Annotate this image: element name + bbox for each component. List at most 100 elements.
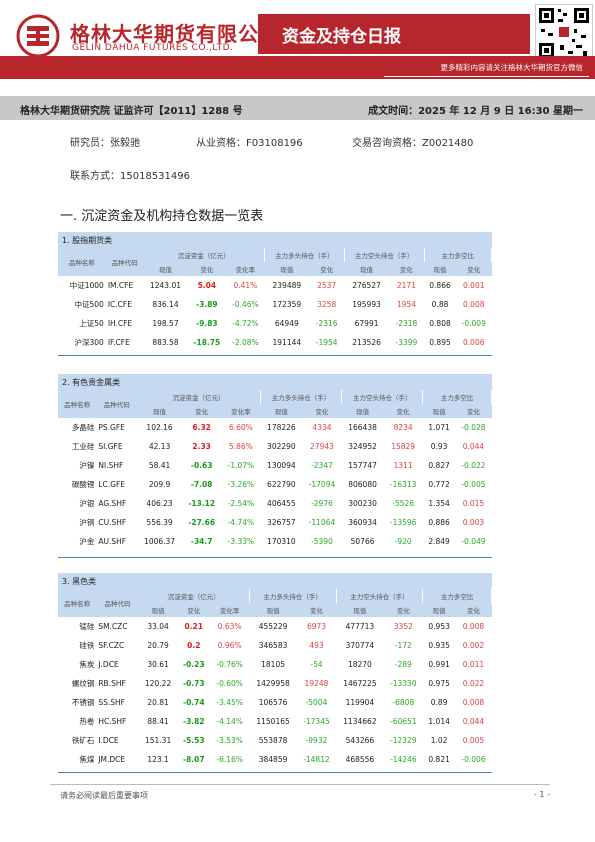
capital-change: -8.07 [177,749,211,769]
variety-name: 硅铁 [58,635,97,655]
variety-name: 碳酸锂 [58,474,97,494]
ls-ratio: 0.88 [424,294,457,314]
subheader-change: 变化 [309,262,345,276]
company-name-en: GELIN DAHUA FUTURES CO.,LTD. [72,43,234,53]
long-position: 106576 [249,692,297,712]
ls-ratio: 0.89 [422,692,456,712]
table-border [58,355,492,356]
long-position: 64949 [264,313,310,333]
subheader-current: 现值 [143,262,188,276]
company-name-cn: 格林大华期货有限公司 [70,22,280,46]
table-row: 不锈钢 SS.SHF 20.81 -0.74 -3.45% 106576 -5004 1199… [58,692,492,712]
header-row: 品种名称 品种代码 沉淀资金（亿元） 主力多头持仓（手） 主力空头持仓（手） 主力多空比 [58,589,492,617]
header-row: 品种名称 品种代码 沉淀资金（亿元） 主力多头持仓（手） 主力空头持仓（手） 主力多空比 [58,390,492,418]
table-row: 中证1000 IM.CFE 1243.01 5.04 0.41% 239489 2537 27… [58,276,492,295]
ls-ratio-change: -0.022 [455,455,492,475]
long-change: -2347 [302,455,342,475]
long-change: 19248 [296,673,337,693]
variety-code: IF.CFE [105,332,144,352]
capital-change: -13.12 [181,493,222,513]
capital-change: -18.75 [187,332,227,352]
capital-change: -0.63 [181,455,222,475]
ls-ratio-change: 0.005 [455,730,492,750]
capital-change-rate: -4.14% [210,711,250,731]
short-position: 166438 [341,418,384,437]
subheader-current: 现值 [341,404,384,418]
ls-ratio: 0.827 [422,455,456,475]
capital-change: 6.32 [181,418,222,437]
capital-change-rate: -1.07% [221,455,261,475]
short-change: -13330 [383,673,423,693]
capital-change: -0.74 [177,692,211,712]
group-header-capital: 沉淀资金（亿元） [138,589,250,603]
subheader-change: 变化 [181,404,222,418]
table-row: 锰硅 SM.CZC 33.04 0.21 0.63% 455229 6973 477713 33… [58,617,492,636]
ls-ratio-change: -0.049 [455,531,492,551]
long-position: 170310 [260,531,303,551]
ls-ratio: 0.975 [422,673,456,693]
table-row: 焦炭 J.DCE 30.61 -0.23 -0.76% 18105 -54 18270 -289… [58,654,492,674]
subheader-change: 变化 [383,404,423,418]
long-change: -5390 [302,531,342,551]
short-position: 360934 [341,512,384,532]
subheader-current: 现值 [424,262,457,276]
col-code-header: 品种代码 [96,390,138,418]
table-caption: 2. 有色贵金属类 [58,374,492,390]
variety-code: JM.DCE [96,749,139,769]
long-change: -14812 [296,749,337,769]
variety-name: 沪铜 [58,512,97,532]
subheader-change: 变化 [302,404,342,418]
short-change: -13596 [383,512,423,532]
variety-code: PS.GFE [96,418,138,437]
qualification: 从业资格：F03108196 [196,138,303,149]
variety-code: J.DCE [96,654,139,674]
capital-value: 88.41 [138,711,178,731]
group-header-short: 主力空头持仓（手） [341,390,424,404]
long-change: 2537 [309,276,345,295]
group-header-short: 主力空头持仓（手） [336,589,424,603]
short-change: -6808 [383,692,423,712]
table-border [58,557,492,558]
group-header-long: 主力多头持仓（手） [249,589,337,603]
variety-name: 多晶硅 [58,418,97,437]
capital-change-rate: -3.53% [210,730,250,750]
long-change: 27943 [302,436,342,456]
consult-qualification: 交易咨询资格：Z0021480 [352,138,474,149]
capital-change: 5.04 [187,276,227,295]
variety-name: 螺纹钢 [58,673,97,693]
short-change: -12329 [383,730,423,750]
group-header-long: 主力多头持仓（手） [264,248,345,262]
group-header-capital: 沉淀资金（亿元） [143,248,266,262]
short-change: -2318 [388,313,425,333]
ls-ratio-change: 0.022 [455,673,492,693]
variety-name: 焦炭 [58,654,97,674]
long-change: -11064 [302,512,342,532]
short-position: 468556 [336,749,384,769]
table-row: 中证500 IC.CFE 836.14 -3.89 -0.46% 172359 3258 19… [58,294,492,314]
col-name-header: 品种名称 [58,390,97,418]
long-position: 553878 [249,730,297,750]
variety-name: 沪金 [58,531,97,551]
table-row: 焦煤 JM.DCE 123.1 -8.07 -6.16% 384859 -14812 4685… [58,749,492,769]
ls-ratio-change: 0.008 [455,692,492,712]
variety-code: SF.CZC [96,635,139,655]
capital-change-rate: 5.86% [221,436,261,456]
capital-change-rate: -0.60% [210,673,250,693]
capital-change-rate: -0.76% [210,654,250,674]
short-change: 15829 [383,436,423,456]
short-position: 67991 [344,313,389,333]
variety-name: 热卷 [58,711,97,731]
long-position: 346583 [249,635,297,655]
table-row: 硅铁 SF.CZC 20.79 0.2 0.96% 346583 493 370774 -172… [58,635,492,655]
subheader-change: 变化 [177,603,211,617]
variety-code: LC.GFE [96,474,138,494]
short-change: -289 [383,654,423,674]
long-position: 191144 [264,332,310,352]
variety-name: 中证1000 [58,276,106,295]
table-row: 沪铜 CU.SHF 556.39 -27.66 -4.74% 326757 -11064 36… [58,512,492,532]
long-position: 239489 [264,276,310,295]
capital-change: -0.73 [177,673,211,693]
ls-ratio: 0.886 [422,512,456,532]
ls-ratio-change: 0.008 [455,617,492,636]
capital-change: -27.66 [181,512,222,532]
